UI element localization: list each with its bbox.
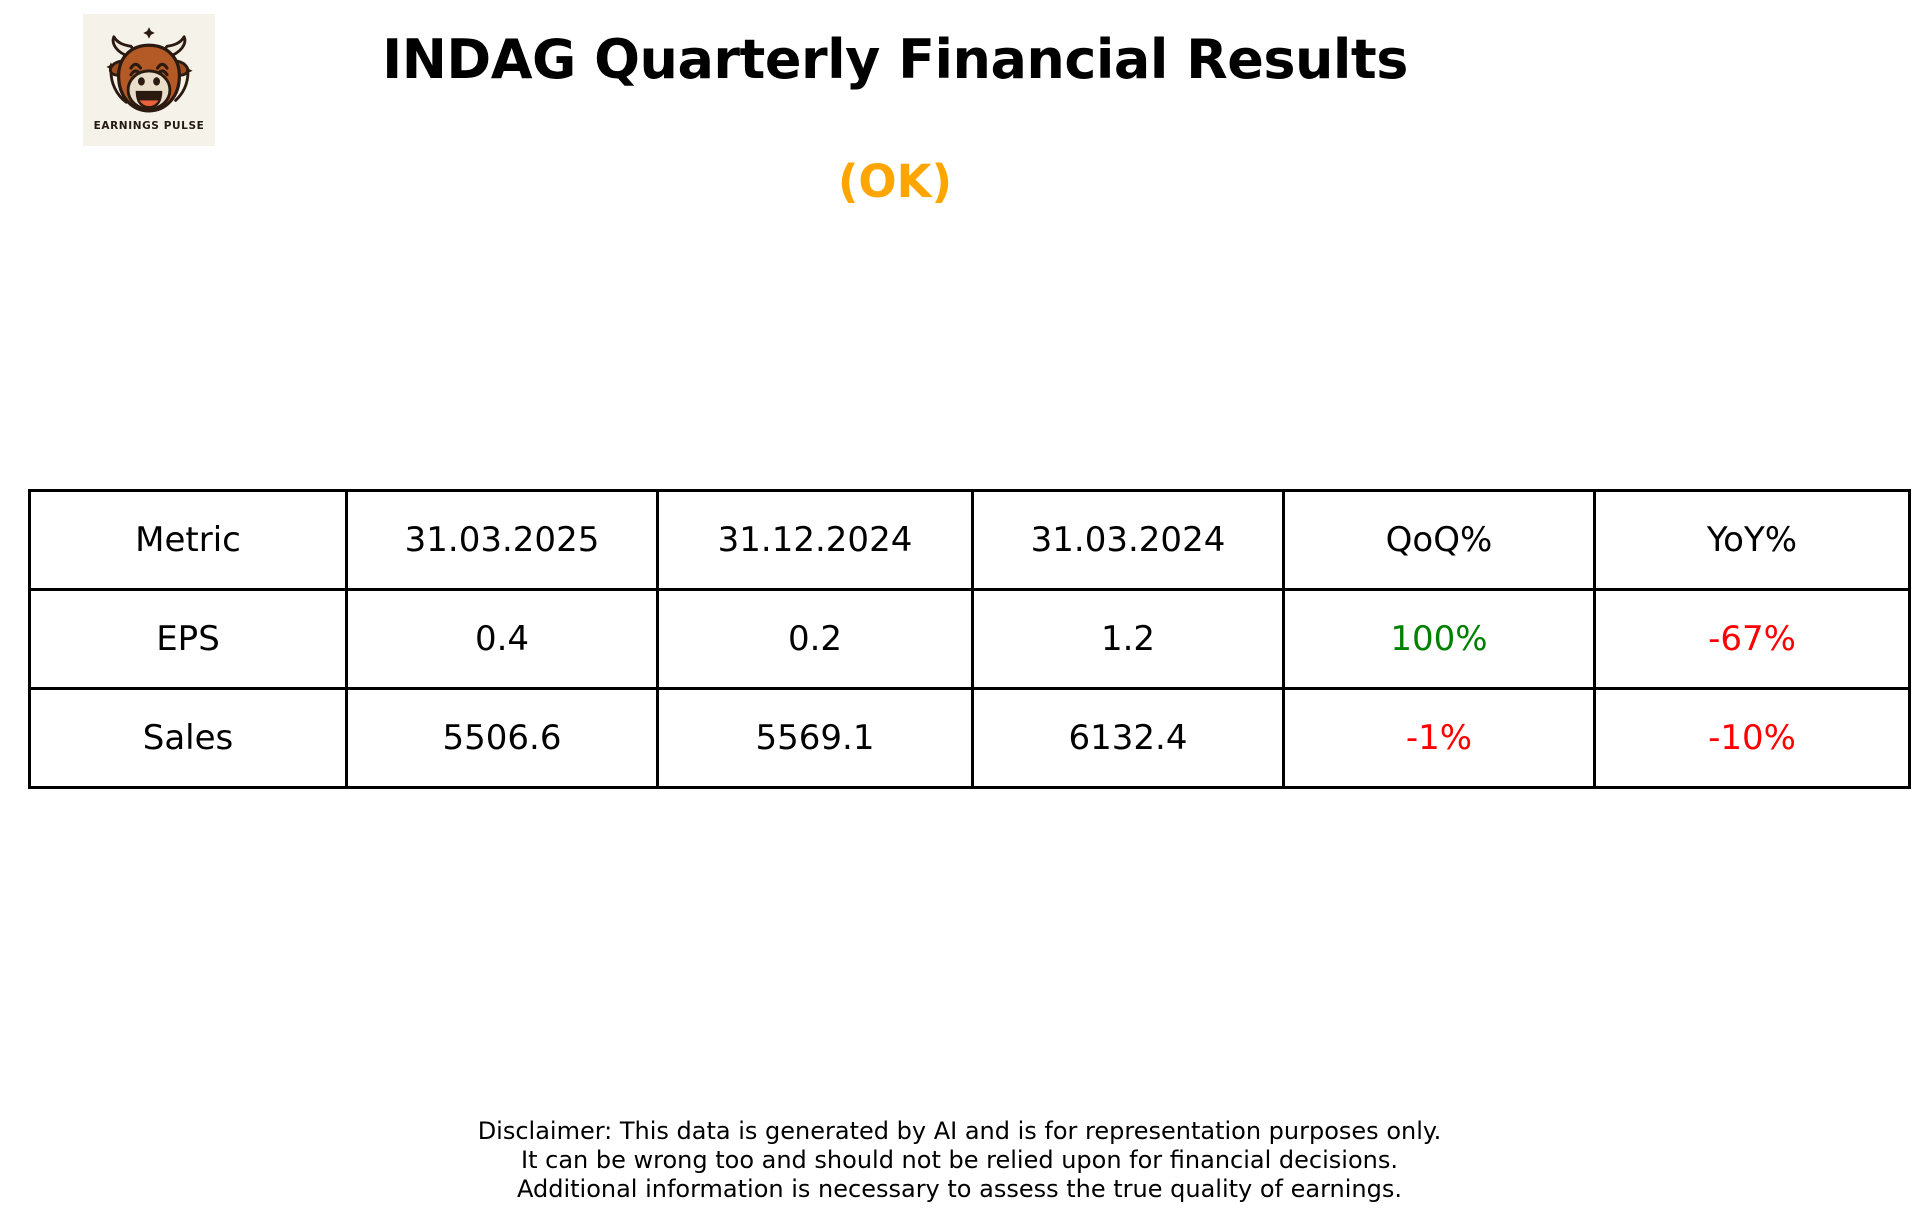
disclaimer: Disclaimer: This data is generated by AI… bbox=[0, 1117, 1919, 1204]
status-badge: (OK) bbox=[837, 155, 953, 208]
column-header-period-2: 31.12.2024 bbox=[656, 489, 974, 591]
brand-logo: EARNINGS PULSE bbox=[83, 14, 215, 146]
cell-sales-qoq: -1% bbox=[1282, 687, 1596, 789]
cell-eps-qoq: 100% bbox=[1282, 588, 1596, 690]
quarterly-results-table: Metric 31.03.2025 31.12.2024 31.03.2024 … bbox=[28, 489, 1911, 789]
cell-sales-period-2: 5569.1 bbox=[656, 687, 974, 789]
row-label-eps: EPS bbox=[28, 588, 348, 690]
column-header-yoy: YoY% bbox=[1593, 489, 1911, 591]
disclaimer-line-1: Disclaimer: This data is generated by AI… bbox=[477, 1117, 1442, 1145]
column-header-metric: Metric bbox=[28, 489, 348, 591]
cell-eps-period-1: 0.4 bbox=[345, 588, 659, 690]
cell-eps-period-3: 1.2 bbox=[971, 588, 1285, 690]
bull-head-icon bbox=[106, 27, 193, 113]
cell-sales-period-3: 6132.4 bbox=[971, 687, 1285, 789]
table-row: Sales 5506.6 5569.1 6132.4 -1% -10% bbox=[28, 687, 1911, 789]
cell-eps-period-2: 0.2 bbox=[656, 588, 974, 690]
column-header-qoq: QoQ% bbox=[1282, 489, 1596, 591]
row-label-sales: Sales bbox=[28, 687, 348, 789]
column-header-period-3: 31.03.2024 bbox=[971, 489, 1285, 591]
column-header-period-1: 31.03.2025 bbox=[345, 489, 659, 591]
brand-caption: EARNINGS PULSE bbox=[93, 120, 205, 132]
page-title: INDAG Quarterly Financial Results bbox=[382, 28, 1408, 91]
cell-eps-yoy: -67% bbox=[1593, 588, 1911, 690]
disclaimer-line-2: It can be wrong too and should not be re… bbox=[521, 1146, 1398, 1174]
cell-sales-period-1: 5506.6 bbox=[345, 687, 659, 789]
cell-sales-yoy: -10% bbox=[1593, 687, 1911, 789]
disclaimer-line-3: Additional information is necessary to a… bbox=[516, 1175, 1402, 1203]
table-row: EPS 0.4 0.2 1.2 100% -67% bbox=[28, 588, 1911, 690]
table-header-row: Metric 31.03.2025 31.12.2024 31.03.2024 … bbox=[28, 489, 1911, 591]
